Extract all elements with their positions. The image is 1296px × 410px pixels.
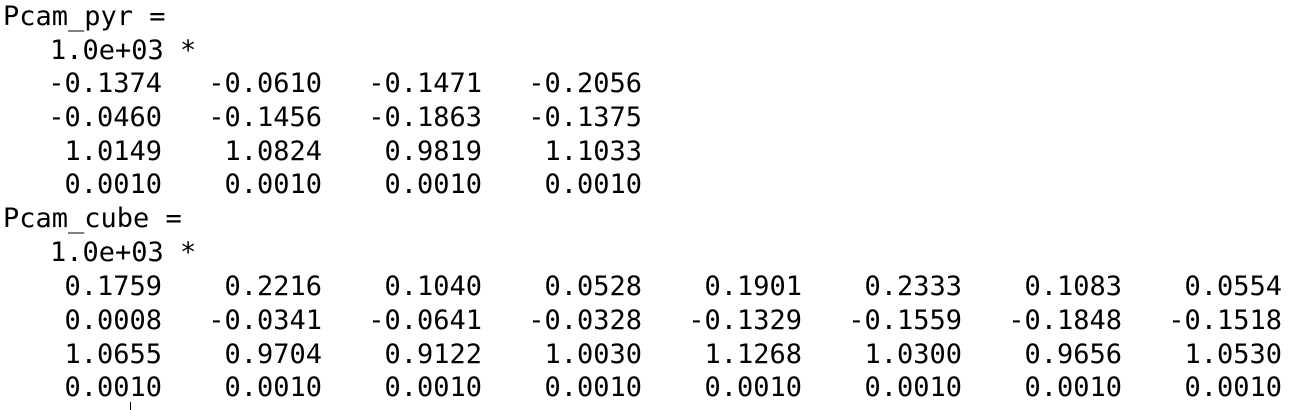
- matrix-cell: 0.0010: [544, 169, 642, 200]
- matrix-cell: 0.0010: [1024, 372, 1122, 403]
- matrix-cell: 0.0528: [544, 271, 642, 302]
- matrix-cell: 0.0010: [64, 169, 162, 200]
- matrix-cell: -0.1471: [368, 68, 482, 99]
- matrix-cell: 0.2333: [864, 271, 962, 302]
- pyr-scale-factor: 1.0e+03 *: [50, 35, 197, 66]
- matrix-cell: 0.9819: [384, 136, 482, 167]
- matrix-cell: -0.1518: [1168, 305, 1282, 336]
- matrix-cell: 0.0010: [384, 372, 482, 403]
- pyr-matrix-row: -0.0460 -0.1456 -0.1863 -0.1375: [0, 101, 1296, 135]
- cube-header: Pcam_cube =: [3, 203, 182, 234]
- matrix-cell: 1.1268: [704, 339, 802, 370]
- pyr-matrix-row: 1.0149 1.0824 0.9819 1.1033: [0, 135, 1296, 169]
- matrix-cell: 0.0010: [864, 372, 962, 403]
- matrix-cell: 0.9704: [224, 339, 322, 370]
- matrix-cell: 0.0010: [704, 372, 802, 403]
- cube-scale-factor: 1.0e+03 *: [50, 237, 197, 268]
- matrix-cell: 0.9122: [384, 339, 482, 370]
- matrix-cell: 1.0655: [64, 339, 162, 370]
- matrix-cell: 1.0300: [864, 339, 962, 370]
- pyr-matrix-row: 0.0010 0.0010 0.0010 0.0010: [0, 168, 1296, 202]
- matrix-cell: -0.0610: [208, 68, 322, 99]
- pyr-matrix-row: -0.1374 -0.0610 -0.1471 -0.2056: [0, 67, 1296, 101]
- matrix-cell: -0.1456: [208, 102, 322, 133]
- cube-matrix-row: 0.1759 0.2216 0.1040 0.0528 0.1901 0.233…: [0, 270, 1296, 304]
- matrix-cell: 0.0010: [1184, 372, 1282, 403]
- matrix-cell: -0.1848: [1008, 305, 1122, 336]
- matrix-cell: 0.0010: [544, 372, 642, 403]
- matrix-cell: 0.2216: [224, 271, 322, 302]
- matrix-cell: 1.0149: [64, 136, 162, 167]
- matrix-cell: 1.0824: [224, 136, 322, 167]
- matrix-cell: -0.0341: [208, 305, 322, 336]
- matrix-cell: 0.1040: [384, 271, 482, 302]
- matrix-cell: -0.1374: [48, 68, 162, 99]
- matrix-cell: 1.0530: [1184, 339, 1282, 370]
- matrix-cell: 0.0010: [224, 372, 322, 403]
- cube-matrix-row: 0.0010 0.0010 0.0010 0.0010 0.0010 0.001…: [0, 371, 1296, 405]
- matrix-cell: -0.1375: [528, 102, 642, 133]
- matrix-cell: -0.1329: [688, 305, 802, 336]
- matrix-cell: 1.1033: [544, 136, 642, 167]
- matrix-cell: 0.1901: [704, 271, 802, 302]
- matrix-cell: 0.0010: [224, 169, 322, 200]
- matrix-cell: -0.0460: [48, 102, 162, 133]
- matrix-cell: -0.1863: [368, 102, 482, 133]
- matrix-cell: -0.2056: [528, 68, 642, 99]
- cube-matrix-row: 0.0008 -0.0341 -0.0641 -0.0328 -0.1329 -…: [0, 304, 1296, 338]
- matrix-cell: 0.1759: [64, 271, 162, 302]
- matrix-cell: 0.1083: [1024, 271, 1122, 302]
- matrix-cell: 0.0554: [1184, 271, 1282, 302]
- matrix-cell: 0.9656: [1024, 339, 1122, 370]
- matrix-cell: -0.0641: [368, 305, 482, 336]
- matrix-cell: 0.0010: [64, 372, 162, 403]
- text-cursor: [130, 402, 131, 410]
- cube-matrix-row: 1.0655 0.9704 0.9122 1.0030 1.1268 1.030…: [0, 338, 1296, 372]
- matrix-cell: -0.1559: [848, 305, 962, 336]
- matrix-cell: 0.0010: [384, 169, 482, 200]
- matrix-cell: -0.0328: [528, 305, 642, 336]
- pyr-header: Pcam_pyr =: [3, 1, 166, 32]
- matrix-cell: 1.0030: [544, 339, 642, 370]
- matrix-cell: 0.0008: [64, 305, 162, 336]
